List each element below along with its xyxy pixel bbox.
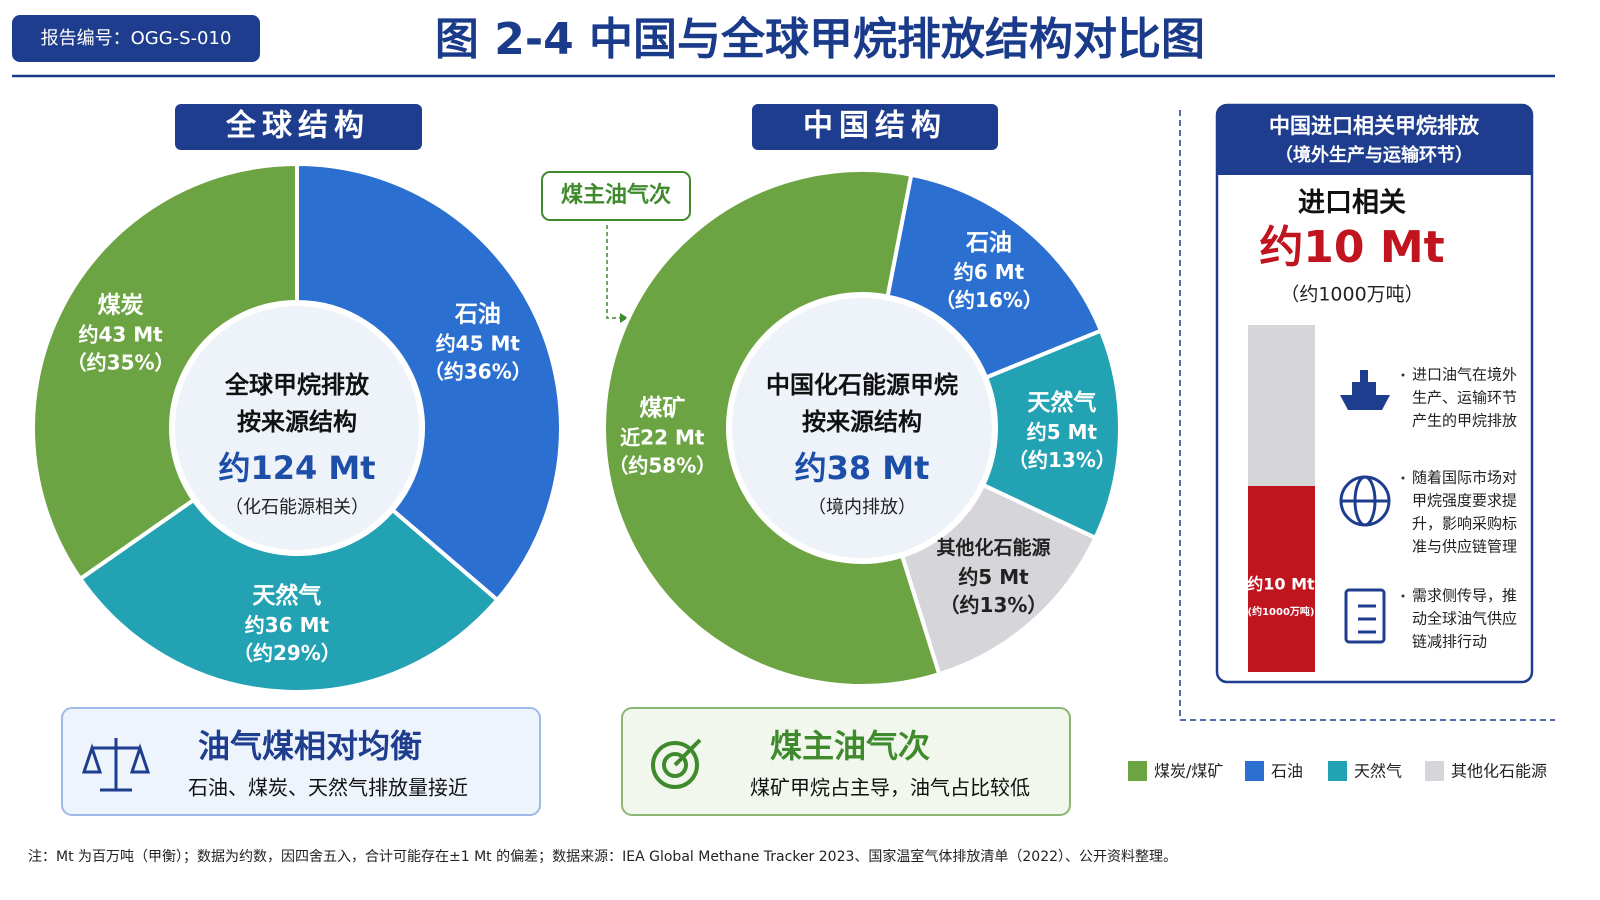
donut-slice <box>602 168 942 688</box>
checklist-icon <box>1344 588 1386 644</box>
legend-swatch <box>1128 761 1147 781</box>
bullet-text: 进口油气在境外 <box>1412 366 1517 384</box>
callout-arrowhead <box>620 313 628 323</box>
slice-name: 天然气 <box>252 582 321 609</box>
bullet-text: 升，影响采购标 <box>1412 515 1517 533</box>
donut-slice <box>31 161 299 582</box>
donut-slice <box>295 161 563 603</box>
import-amount: 约10 Mt <box>1259 222 1444 273</box>
donut-center <box>732 298 992 558</box>
callout-arrow <box>606 225 620 319</box>
center-note: （境内排放） <box>808 497 916 518</box>
slice-share: （约13%） <box>1008 448 1116 472</box>
center-title: 全球甲烷排放 <box>224 371 370 399</box>
import-bar-label: 约10 Mt <box>1247 575 1315 594</box>
callout-box <box>541 171 691 221</box>
center-total: 约124 Mt <box>218 449 375 487</box>
bullet-text: 链减排行动 <box>1412 633 1487 651</box>
summary-text: 石油、煤炭、天然气排放量接近 <box>188 776 468 800</box>
legend-label: 煤炭/煤矿 <box>1154 762 1223 781</box>
summary-box <box>61 707 541 816</box>
slice-name: 煤矿 <box>639 395 685 422</box>
slice-value: 约5 Mt <box>958 565 1029 589</box>
bullet-text: 需求侧传导，推 <box>1412 587 1517 605</box>
report-id: 报告编号：OGG-S-010 <box>41 28 232 49</box>
slice-share: （约29%） <box>233 641 341 665</box>
import-bar-note: (约1000万吨) <box>1248 605 1315 618</box>
slice-name: 煤炭 <box>98 292 144 318</box>
import-panel-header <box>1217 105 1532 175</box>
globe-icon <box>1339 475 1391 527</box>
slice-value: 约45 Mt <box>436 331 521 355</box>
bullet-text: 随着国际市场对 <box>1412 469 1517 487</box>
slice-name: 其他化石能源 <box>936 536 1050 559</box>
section-header <box>752 104 998 150</box>
import-title: 中国进口相关甲烷排放 <box>1269 114 1480 138</box>
slice-value: 约43 Mt <box>78 322 163 346</box>
legend-swatch <box>1328 761 1347 781</box>
callout-text: 煤主油气次 <box>561 182 671 208</box>
slice-value: 近22 Mt <box>620 426 705 450</box>
slice-value: 约36 Mt <box>245 613 330 637</box>
bullet-text: 甲烷强度要求提 <box>1412 492 1517 510</box>
summary-title: 煤主油气次 <box>770 727 930 765</box>
legend-label: 天然气 <box>1354 762 1402 781</box>
center-title: 中国化石能源甲烷 <box>766 371 958 399</box>
slice-value: 约6 Mt <box>954 260 1025 284</box>
import-bullets: 进口油气在境外生产、运输环节产生的甲烷排放随着国际市场对甲烷强度要求提升，影响采… <box>1401 366 1517 651</box>
legend-swatch <box>1245 761 1264 781</box>
section-header <box>175 104 422 150</box>
summary-text: 煤矿甲烷占主导，油气占比较低 <box>750 776 1030 800</box>
page-title: 图 2-4 中国与全球甲烷排放结构对比图 <box>435 14 1205 65</box>
summary-box <box>621 707 1071 816</box>
slice-share: （约35%） <box>67 350 175 374</box>
legend-label: 石油 <box>1271 762 1303 781</box>
donut-slice <box>885 172 1104 381</box>
donut-slice <box>77 497 501 694</box>
section-title: 全球结构 <box>225 109 370 144</box>
slice-share: （约58%） <box>608 454 716 478</box>
summary-title: 油气煤相对均衡 <box>198 727 422 765</box>
panel-divider <box>1179 110 1555 721</box>
import-amount-note: （约1000万吨） <box>1280 284 1423 306</box>
legend: 煤炭/煤矿 石油 天然气 其他化石能源 <box>1128 761 1547 781</box>
balance-icon <box>81 738 151 792</box>
section-title: 中国结构 <box>803 109 947 144</box>
bullet-dot <box>1401 594 1405 598</box>
bullet-text: 产生的甲烷排放 <box>1412 412 1517 430</box>
bullet-text: 生产、运输环节 <box>1412 389 1517 407</box>
center-title: 按来源结构 <box>237 408 357 436</box>
import-title: （境外生产与运输环节） <box>1275 144 1473 166</box>
slice-share: （约36%） <box>424 359 532 383</box>
center-total: 约38 Mt <box>795 449 930 487</box>
slice-name: 天然气 <box>1027 389 1096 416</box>
center-note: （化石能源相关） <box>225 497 369 518</box>
bullet-text: 动全球油气供应 <box>1412 610 1517 628</box>
legend-swatch <box>1425 761 1444 781</box>
donut-center <box>175 306 419 550</box>
slice-share: （约13%） <box>940 593 1048 617</box>
report-badge <box>12 15 260 62</box>
center-title: 按来源结构 <box>802 408 922 436</box>
slice-name: 石油 <box>965 230 1012 256</box>
import-bar <box>1248 486 1315 672</box>
bullet-text: 准与供应链管理 <box>1412 538 1517 556</box>
ship-icon <box>1340 370 1390 410</box>
bullet-dot <box>1401 476 1405 480</box>
legend-label: 其他化石能源 <box>1451 762 1547 781</box>
footnote: 注：Mt 为百万吨（甲衡）；数据为约数，因四舍五入，合计可能存在±1 Mt 的偏… <box>28 848 1177 865</box>
bullet-dot <box>1401 373 1405 377</box>
slice-share: （约16%） <box>935 288 1043 312</box>
slice-name: 石油 <box>454 301 501 327</box>
import-heading: 进口相关 <box>1298 188 1406 219</box>
target-icon <box>651 738 702 789</box>
slice-value: 约5 Mt <box>1027 420 1098 444</box>
